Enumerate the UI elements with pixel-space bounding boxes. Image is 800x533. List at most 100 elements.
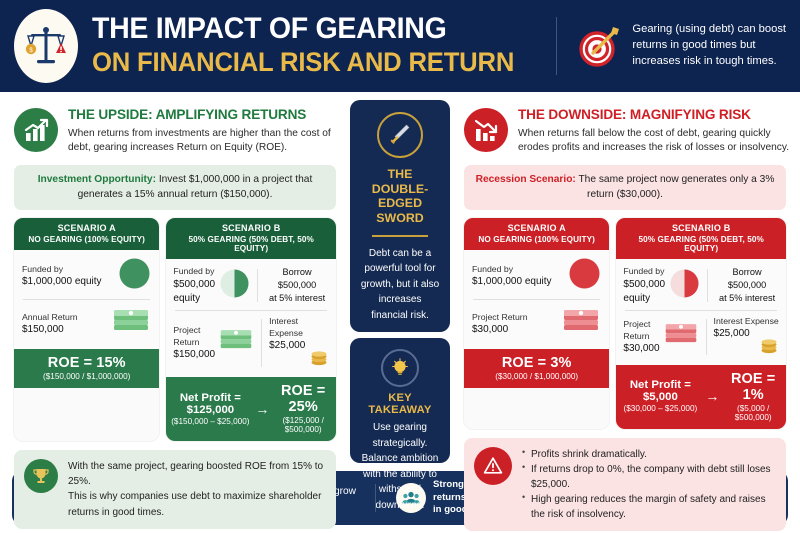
warning-triangle-icon [474, 446, 512, 485]
borrow-value: $500,000 [727, 279, 767, 290]
equity-cell: Funded by $500,000 equity [166, 265, 257, 305]
page-title-line1: THE IMPACT OF GEARING [92, 12, 447, 46]
chart-down-icon [464, 108, 508, 152]
upside-scenario-a-footer: ROE = 15% ($150,000 / $1,000,000) [14, 349, 160, 389]
net-profit-value: Net Profit = $5,000 [629, 379, 691, 404]
double-edged-sword-panel: THE DOUBLE-EDGED SWORD Debt can be a pow… [350, 100, 450, 332]
chart-up-icon [14, 108, 58, 152]
equity-pie-half-icon [669, 268, 700, 304]
takeaway-line-1: With the same project, gearing boosted R… [68, 461, 324, 488]
funding-label: Funded by [623, 266, 665, 277]
funding-row: Funded by $500,000 equity [166, 261, 336, 309]
downside-scenario-a-header: SCENARIO A NO GEARING (100% EQUITY) [464, 218, 610, 251]
funding-value: $500,000 equity [173, 278, 216, 304]
recession-scenario-note: Recession Scenario: The same project now… [464, 164, 786, 211]
header-title-block: THE IMPACT OF GEARING ON FINANCIAL RISK … [92, 12, 536, 78]
funding-label: Funded by [22, 263, 64, 274]
upside-subtitle: When returns from investments are higher… [68, 127, 331, 154]
investment-opportunity-note: Investment Opportunity: Invest $1,000,00… [14, 164, 336, 211]
scenario-b-title: SCENARIO B [671, 223, 731, 234]
roe-value: ROE = 25% [280, 383, 326, 415]
roe-formula: ($150,000 / $1,000,000) [42, 372, 131, 382]
recession-label: Recession Scenario: [475, 173, 576, 185]
upside-scenario-b-header: SCENARIO B 50% GEARING (50% DEBT, 50% EQ… [166, 218, 336, 260]
investment-opportunity-label: Investment Opportunity: [37, 173, 156, 185]
trophy-icon [24, 459, 58, 493]
upside-scenario-a-body: Funded by $1,000,000 equity Annual Retur… [14, 250, 160, 350]
borrow-label: Borrow [282, 266, 312, 277]
downside-scenario-b-header: SCENARIO B 50% GEARING (50% DEBT, 50% EQ… [616, 218, 786, 260]
sword-panel-title: THE DOUBLE-EDGED SWORD [371, 167, 429, 225]
coins-icon [714, 339, 779, 359]
footer-divider [375, 484, 376, 512]
panel-rule [372, 234, 428, 237]
money-stack-icon [111, 307, 151, 340]
body-columns: THE UPSIDE: AMPLIFYING RETURNS When retu… [0, 92, 800, 531]
header-note: Gearing (using debt) can boost returns i… [632, 23, 787, 67]
money-stack-icon [663, 321, 699, 352]
people-icon [396, 483, 426, 513]
list-item: If returns drop to 0%, the company with … [522, 461, 776, 492]
funding-value: $1,000,000 equity [22, 276, 102, 288]
cell-divider [257, 269, 259, 302]
funding-row: Funded by $1,000,000 equity [14, 252, 159, 299]
cell-divider [261, 318, 263, 367]
scenario-b-subtitle: 50% GEARING (50% DEBT, 50% EQUITY) [638, 235, 764, 254]
funding-value: $1,000,000 equity [472, 276, 552, 288]
debt-cell: Borrow $500,000 at 5% interest [708, 266, 786, 306]
net-profit-formula: ($30,000 – $25,000) [623, 404, 698, 414]
sword-icon [377, 112, 423, 158]
equity-cell: Funded by $500,000 equity [616, 265, 707, 305]
scenario-a-subtitle: NO GEARING (100% EQUITY) [28, 235, 145, 245]
benefit-line1: Stronger returns [433, 478, 473, 503]
list-item: High gearing reduces the margin of safet… [522, 491, 776, 522]
downside-header: THE DOWNSIDE: MAGNIFYING RISK When retur… [460, 102, 790, 156]
money-stack-icon [218, 327, 254, 358]
downside-scenario-a-body: Funded by $1,000,000 equity Project Retu… [464, 250, 610, 350]
key-takeaway-text: Use gearing strategically. Balance ambit… [361, 422, 439, 511]
interest-label: Interest Expense [269, 315, 303, 338]
debt-cell: Borrow $500,000 at 5% interest [258, 266, 336, 306]
investment-opportunity-text: Invest $1,000,000 in a project that gene… [77, 173, 313, 200]
return-value: $150,000 [173, 349, 216, 360]
return-row: Project Return $30,000 [464, 300, 609, 347]
equity-pie-full-icon [118, 257, 151, 295]
target-arrow-icon [573, 21, 623, 71]
return-label: Annual Return [22, 311, 78, 322]
row-divider [473, 299, 601, 301]
borrow-label: Borrow [732, 266, 762, 277]
arrow-right-icon: → [705, 388, 720, 405]
net-profit-value: Net Profit = $125,000 [179, 391, 241, 416]
coins-icon [269, 351, 329, 371]
row-divider [175, 309, 327, 311]
arrow-right-icon: → [255, 400, 270, 417]
net-profit-formula: ($150,000 – $25,000) [171, 416, 250, 426]
svg-text:$: $ [29, 48, 33, 54]
funding-value: $500,000 equity [623, 278, 666, 304]
row-divider [23, 299, 151, 301]
upside-scenario-cards: SCENARIO A NO GEARING (100% EQUITY) Fund… [14, 218, 336, 441]
downside-scenario-cards: SCENARIO A NO GEARING (100% EQUITY) Fund… [464, 218, 786, 429]
upside-takeaway-box: With the same project, gearing boosted R… [14, 450, 336, 529]
net-profit-block: Net Profit = $125,000 ($150,000 – $25,00… [170, 392, 250, 426]
takeaway-line-2: This is why companies use debt to maximi… [68, 491, 322, 518]
downside-subtitle: When returns fall below the cost of debt… [518, 127, 790, 154]
return-label: Project Return [623, 318, 651, 341]
return-value: $150,000 [22, 324, 64, 336]
scenario-a-subtitle: NO GEARING (100% EQUITY) [478, 235, 595, 245]
net-profit-block: Net Profit = $5,000 ($30,000 – $25,000) [620, 379, 700, 413]
sword-panel-text: Debt can be a powerful tool for growth, … [360, 247, 440, 321]
cell-divider [705, 318, 707, 355]
money-stack-icon [561, 307, 601, 340]
upside-scenario-b-card: SCENARIO B 50% GEARING (50% DEBT, 50% EQ… [166, 218, 336, 441]
project-return-cell: Project Return $30,000 [616, 318, 705, 356]
roe-value: ROE = 15% [47, 355, 126, 372]
interest-label: Interest Expense [713, 315, 779, 326]
center-column: THE DOUBLE-EDGED SWORD Debt can be a pow… [350, 92, 450, 511]
key-takeaway-title: KEY TAKEAWAY [368, 392, 432, 416]
roe-formula: ($30,000 / $1,000,000) [495, 372, 579, 382]
downside-column: THE DOWNSIDE: MAGNIFYING RISK When retur… [450, 92, 800, 531]
downside-warning-box: Profits shrink dramatically. If returns … [464, 437, 786, 531]
roe-formula: ($125,000 / $500,000) [282, 416, 324, 434]
funding-row: Funded by $1,000,000 equity [464, 252, 609, 299]
